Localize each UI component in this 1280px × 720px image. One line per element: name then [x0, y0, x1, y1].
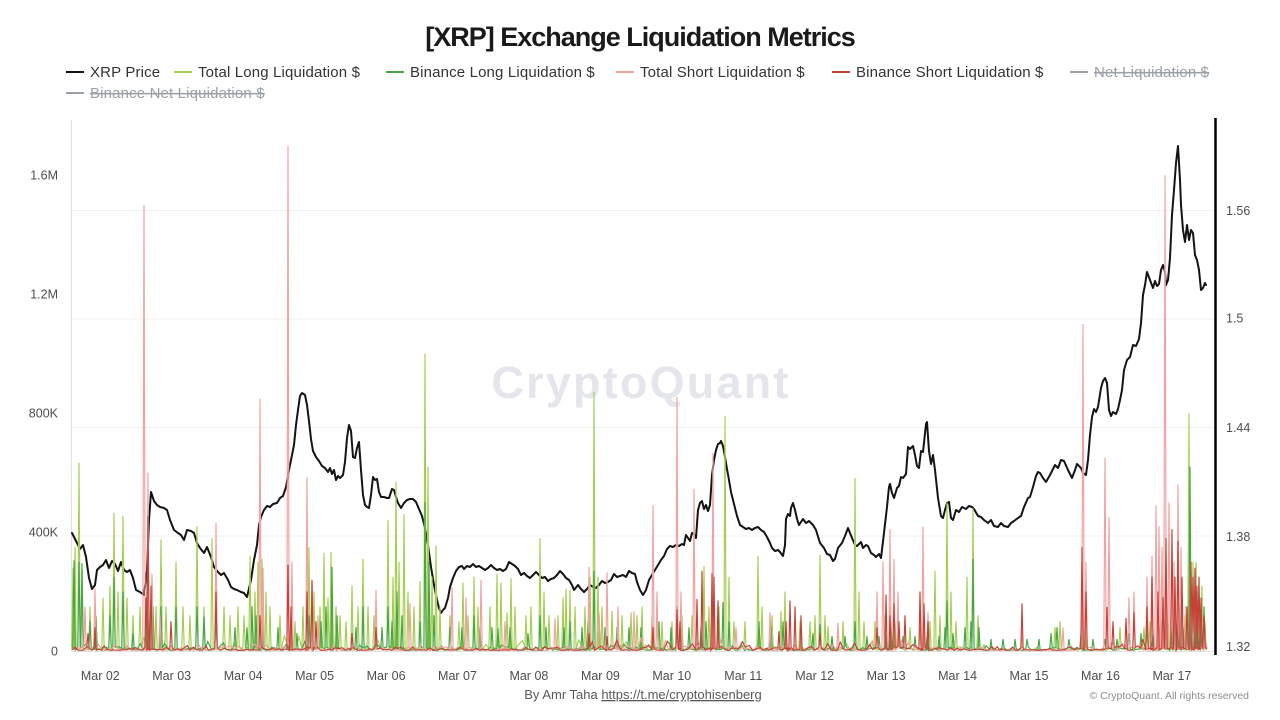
svg-text:Binance Long Liquidation $: Binance Long Liquidation $	[410, 64, 595, 81]
svg-text:CryptoQuant: CryptoQuant	[491, 357, 790, 408]
svg-text:Mar 14: Mar 14	[938, 669, 977, 683]
svg-text:Mar 02: Mar 02	[81, 669, 120, 683]
svg-text:Mar 10: Mar 10	[652, 669, 691, 683]
svg-text:Mar 12: Mar 12	[795, 669, 834, 683]
svg-text:Mar 13: Mar 13	[867, 669, 906, 683]
svg-text:0: 0	[51, 645, 58, 659]
svg-text:Mar 16: Mar 16	[1081, 669, 1120, 683]
svg-text:By Amr Taha https://t.me/crypt: By Amr Taha https://t.me/cryptohisenberg	[524, 687, 762, 702]
svg-text:Mar 07: Mar 07	[438, 669, 477, 683]
svg-text:1.44: 1.44	[1226, 421, 1250, 435]
svg-text:Mar 05: Mar 05	[295, 669, 334, 683]
svg-text:Mar 06: Mar 06	[367, 669, 406, 683]
svg-text:1.56: 1.56	[1226, 204, 1250, 218]
svg-text:1.38: 1.38	[1226, 530, 1250, 544]
svg-text:Mar 11: Mar 11	[724, 669, 762, 683]
svg-text:Mar 15: Mar 15	[1010, 669, 1049, 683]
svg-text:Mar 04: Mar 04	[224, 669, 263, 683]
svg-text:Binance Short Liquidation $: Binance Short Liquidation $	[856, 64, 1044, 81]
svg-text:Mar 03: Mar 03	[152, 669, 191, 683]
svg-text:Mar 09: Mar 09	[581, 669, 620, 683]
svg-text:Mar 08: Mar 08	[509, 669, 548, 683]
svg-text:Total Long Liquidation $: Total Long Liquidation $	[198, 64, 361, 81]
svg-text:Mar 17: Mar 17	[1152, 669, 1191, 683]
svg-text:1.32: 1.32	[1226, 640, 1250, 654]
svg-text:[XRP] Exchange Liquidation Met: [XRP] Exchange Liquidation Metrics	[425, 22, 855, 52]
svg-text:800K: 800K	[29, 407, 59, 421]
svg-text:© CryptoQuant. All rights rese: © CryptoQuant. All rights reserved	[1090, 690, 1250, 702]
svg-text:1.5: 1.5	[1226, 312, 1243, 326]
svg-text:Net Liquidation $: Net Liquidation $	[1094, 64, 1210, 81]
svg-text:1.6M: 1.6M	[30, 169, 58, 183]
svg-text:1.2M: 1.2M	[30, 288, 58, 302]
svg-text:Total Short Liquidation $: Total Short Liquidation $	[640, 64, 805, 81]
svg-text:XRP Price: XRP Price	[90, 64, 160, 81]
svg-text:400K: 400K	[29, 526, 59, 540]
svg-text:Binance Net Liquidation $: Binance Net Liquidation $	[90, 85, 265, 102]
